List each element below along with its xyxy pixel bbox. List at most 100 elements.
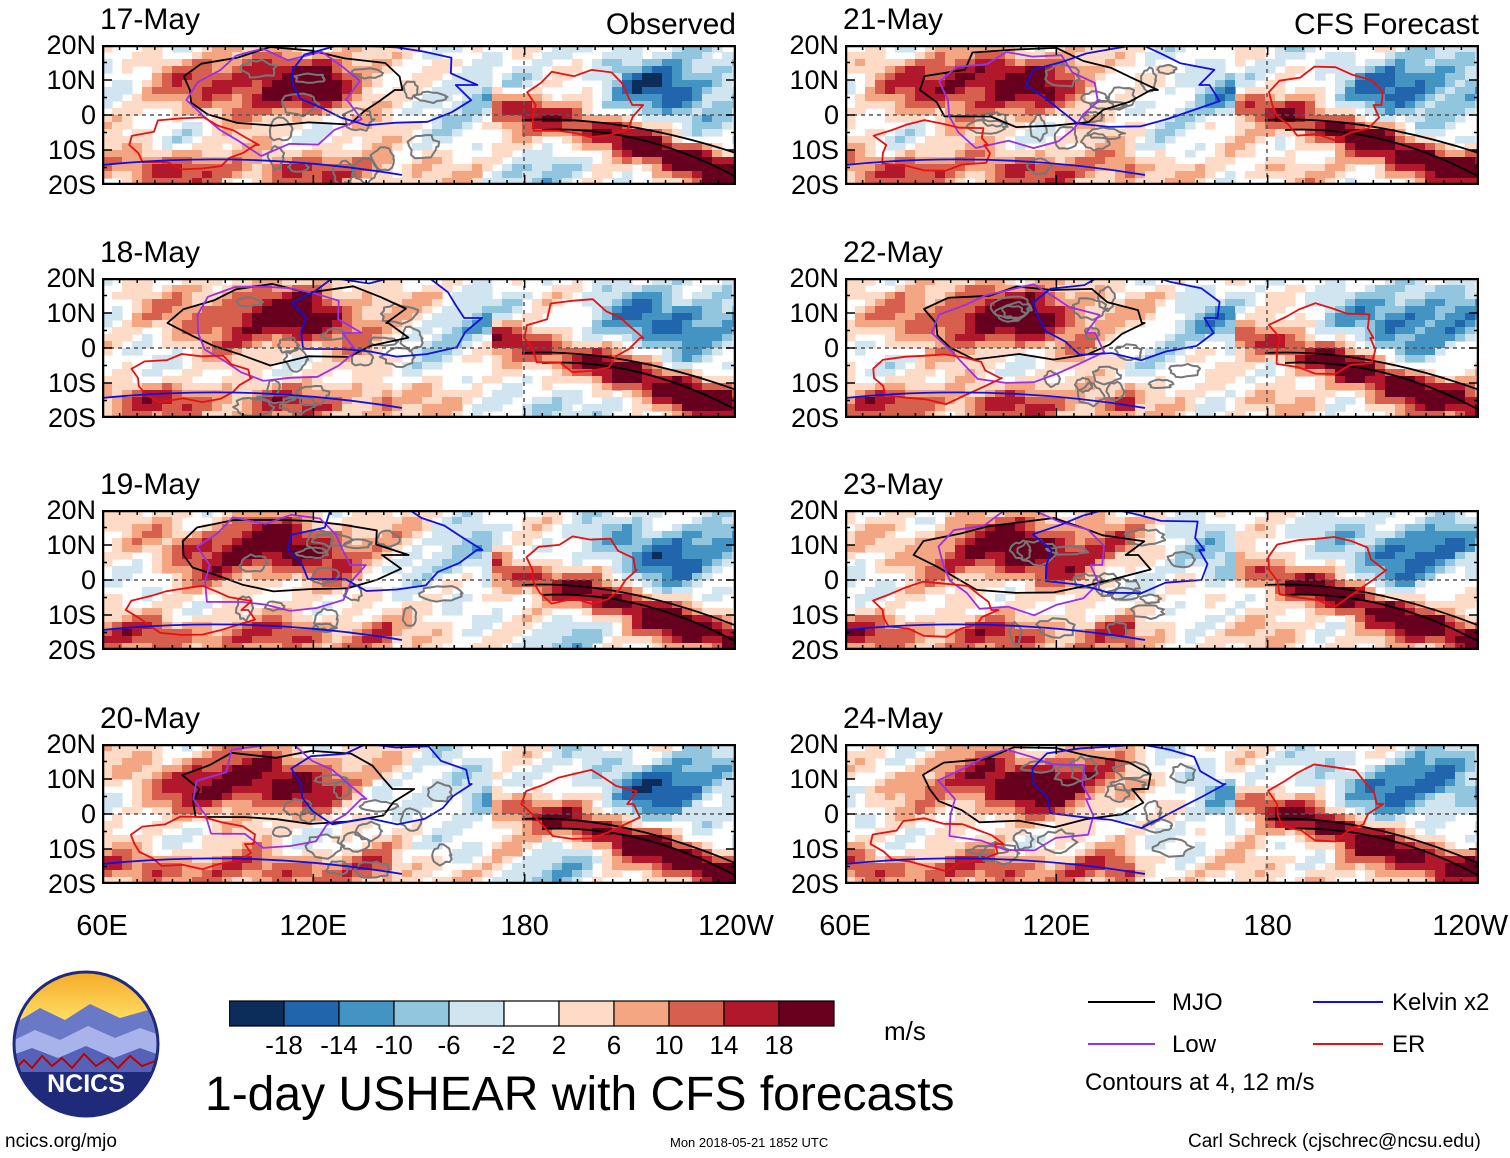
lon-tick-label: 120E	[279, 910, 348, 942]
wave-contours	[102, 45, 736, 178]
lat-tick-label: 10S	[47, 600, 96, 630]
wave-contours	[102, 744, 736, 877]
lat-tick-label: 0	[823, 100, 839, 130]
lat-tick-label: 10S	[47, 834, 96, 864]
column-tag: CFS Forecast	[1293, 8, 1479, 41]
legend-low-label: Low	[1172, 1031, 1217, 1058]
lat-tick-label: 20N	[46, 495, 96, 525]
colorbar-level-label: 6	[606, 1030, 622, 1060]
lat-tick-label: 20N	[789, 729, 839, 759]
lat-tick-label: 10N	[46, 65, 96, 95]
lat-tick-label: 10N	[46, 764, 96, 794]
coastlines	[965, 755, 1197, 866]
lat-tick-label: 10S	[790, 600, 839, 630]
lat-tick-label: 0	[80, 565, 96, 595]
wave-contours	[845, 510, 1479, 643]
map-panel-23-may	[845, 510, 1479, 650]
wave-contours	[845, 278, 1479, 411]
column-tag: Observed	[605, 8, 736, 41]
panel-date: 22-May	[843, 236, 944, 269]
lat-tick-label: 20S	[790, 869, 839, 899]
wave-contours	[102, 510, 736, 643]
panel-date: 18-May	[100, 236, 201, 269]
ncics-logo: NCICS	[12, 970, 160, 1118]
colorbar-level-label: 18	[764, 1030, 794, 1060]
panel-date: 21-May	[843, 3, 944, 36]
map-panel-21-may	[845, 45, 1479, 185]
colorbar-level-label: -2	[492, 1030, 516, 1060]
map-panel-20-may	[102, 744, 736, 884]
footer-url: ncics.org/mjo	[5, 1131, 117, 1152]
colorbar-level-label: -14	[320, 1030, 358, 1060]
legend-lines	[1088, 1001, 1383, 1045]
colorbar-cell	[503, 1000, 560, 1027]
colorbar-cell	[723, 1000, 780, 1027]
colorbar-level-label: 10	[654, 1030, 684, 1060]
lon-tick-label: 60E	[76, 910, 128, 942]
colorbar-cell	[393, 1000, 450, 1027]
colorbar-cell	[229, 1000, 285, 1027]
map-panel-19-may	[102, 510, 736, 650]
lat-tick-label: 20S	[790, 170, 839, 200]
panel-date: 19-May	[100, 468, 201, 501]
colorbar-cell	[778, 1000, 835, 1027]
lat-tick-label: 0	[80, 100, 96, 130]
lat-tick-label: 10S	[790, 135, 839, 165]
lat-tick-label: 10N	[46, 298, 96, 328]
colorbar-level-label: -6	[437, 1030, 461, 1060]
lat-tick-label: 20S	[790, 635, 839, 665]
lat-tick-label: 10S	[47, 368, 96, 398]
shear-shading	[845, 278, 1479, 418]
lon-tick-label: 120W	[698, 910, 774, 942]
panel-date: 20-May	[100, 702, 201, 735]
lat-tick-label: 10S	[790, 368, 839, 398]
coastlines	[989, 285, 1201, 408]
legend-kelvin-label: Kelvin x2	[1392, 989, 1490, 1016]
colorbar	[229, 1000, 835, 1027]
colorbar-cell	[558, 1000, 615, 1027]
lat-tick-label: 0	[823, 565, 839, 595]
lat-tick-label: 20S	[790, 403, 839, 433]
lat-tick-label: 10N	[789, 764, 839, 794]
lat-tick-label: 20N	[46, 729, 96, 759]
map-panel-22-may	[845, 278, 1479, 418]
panel-date: 24-May	[843, 702, 944, 735]
lat-tick-label: 20N	[46, 30, 96, 60]
map-panel-18-may	[102, 278, 736, 418]
units-label: m/s	[884, 1016, 926, 1046]
colorbar-cell	[668, 1000, 725, 1027]
lat-tick-label: 0	[80, 799, 96, 829]
lat-tick-label: 10N	[789, 298, 839, 328]
footer-author: Carl Schreck (cjschrec@ncsu.edu)	[1188, 1131, 1481, 1152]
colorbar-level-label: 2	[551, 1030, 567, 1060]
lat-tick-label: 10N	[46, 530, 96, 560]
logo-text: NCICS	[47, 1070, 125, 1098]
footer-timestamp: Mon 2018-05-21 1852 UTC	[670, 1135, 829, 1150]
wave-contours	[102, 278, 736, 411]
shear-shading	[845, 45, 1479, 185]
coastlines	[232, 296, 424, 417]
colorbar-cell	[613, 1000, 670, 1027]
lat-tick-label: 10S	[47, 135, 96, 165]
contour-note: Contours at 4, 12 m/s	[1085, 1069, 1315, 1096]
figure-title: 1-day USHEAR with CFS forecasts	[205, 1068, 955, 1121]
coastlines	[1008, 527, 1197, 647]
colorbar-level-label: -10	[375, 1030, 413, 1060]
wave-contours	[845, 744, 1479, 877]
lon-tick-label: 60E	[819, 910, 871, 942]
map-panel-24-may	[845, 744, 1479, 884]
lat-tick-label: 20S	[47, 869, 96, 899]
panel-date: 23-May	[843, 468, 944, 501]
lat-tick-label: 0	[823, 333, 839, 363]
lat-tick-label: 20N	[789, 495, 839, 525]
map-panel-17-may	[102, 45, 736, 185]
coastlines	[271, 773, 454, 879]
colorbar-cell	[448, 1000, 505, 1027]
lon-tick-label: 180	[1243, 910, 1292, 942]
wave-contours	[845, 45, 1479, 178]
lat-tick-label: 20N	[789, 263, 839, 293]
lat-tick-label: 20N	[789, 30, 839, 60]
colorbar-cell	[283, 1000, 340, 1027]
lat-tick-label: 10S	[790, 834, 839, 864]
panel-date: 17-May	[100, 3, 201, 36]
